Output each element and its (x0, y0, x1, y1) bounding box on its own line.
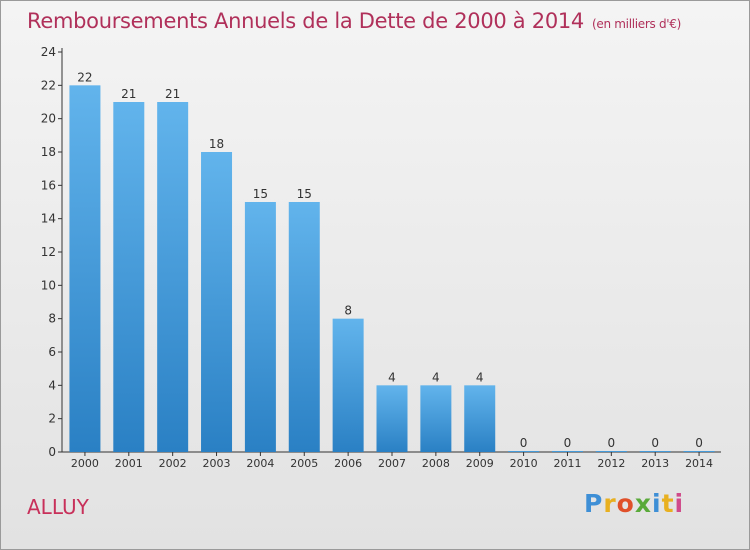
x-tick-label: 2013 (641, 457, 669, 470)
bar (508, 451, 540, 452)
chart-title: Remboursements Annuels de la Dette de 20… (27, 9, 681, 33)
x-tick-label: 2003 (203, 457, 231, 470)
y-tick-label: 0 (48, 445, 56, 459)
y-tick-label: 2 (48, 412, 56, 426)
bar-value-label: 15 (297, 187, 312, 201)
bar (420, 385, 452, 452)
y-tick-label: 10 (41, 278, 56, 292)
bar-value-label: 4 (388, 370, 396, 384)
y-tick-label: 8 (48, 312, 56, 326)
logo-letter: t (661, 489, 675, 518)
logo-letter: i (674, 489, 685, 518)
bar (157, 102, 189, 452)
bar (113, 102, 145, 452)
chart-title-text: Remboursements Annuels de la Dette de 20… (27, 9, 584, 33)
x-tick-label: 2005 (290, 457, 318, 470)
bar (683, 451, 715, 452)
bar-value-label: 0 (520, 436, 528, 450)
bar (376, 385, 408, 452)
y-tick-label: 18 (41, 145, 56, 159)
bar-value-label: 15 (253, 187, 268, 201)
bar-value-label: 0 (564, 436, 572, 450)
logo-letter: i (652, 489, 662, 518)
y-tick-label: 22 (41, 78, 56, 92)
bar-value-label: 21 (121, 87, 136, 101)
logo-letter: o (616, 489, 635, 518)
y-tick-label: 4 (48, 378, 56, 392)
bar (464, 385, 496, 452)
x-tick-label: 2010 (510, 457, 538, 470)
x-tick-label: 2014 (685, 457, 713, 470)
bar (332, 318, 364, 452)
y-tick-label: 24 (41, 45, 56, 59)
x-tick-label: 2009 (466, 457, 494, 470)
bar-value-label: 4 (432, 370, 440, 384)
x-tick-label: 2006 (334, 457, 362, 470)
y-tick-label: 20 (41, 112, 56, 126)
bar (595, 451, 627, 452)
x-tick-label: 2012 (597, 457, 625, 470)
x-tick-label: 2007 (378, 457, 406, 470)
logo-letter: x (634, 489, 652, 518)
bar (288, 202, 320, 452)
bar-value-label: 0 (608, 436, 616, 450)
bar (639, 451, 671, 452)
y-tick-label: 12 (41, 245, 56, 259)
x-tick-label: 2008 (422, 457, 450, 470)
bar-value-label: 21 (165, 87, 180, 101)
bar-value-label: 18 (209, 137, 224, 151)
bar (244, 202, 276, 452)
bar-value-label: 0 (651, 436, 659, 450)
x-tick-label: 2002 (159, 457, 187, 470)
bar-value-label: 22 (77, 70, 92, 84)
bar-value-label: 8 (344, 304, 352, 318)
y-tick-label: 6 (48, 345, 56, 359)
logo-letter: P (584, 489, 604, 518)
bar (551, 451, 583, 452)
logo-letter: r (603, 489, 617, 518)
commune-name: ALLUY (27, 495, 89, 519)
bar-value-label: 4 (476, 370, 484, 384)
y-tick-label: 14 (41, 212, 56, 226)
x-tick-label: 2011 (553, 457, 581, 470)
x-tick-label: 2000 (71, 457, 99, 470)
x-tick-label: 2001 (115, 457, 143, 470)
y-tick-label: 16 (41, 178, 56, 192)
bar (69, 85, 101, 452)
chart-unit: (en milliers d'€) (592, 17, 682, 31)
bar (201, 152, 233, 452)
x-tick-label: 2004 (246, 457, 274, 470)
bar-value-label: 0 (695, 436, 703, 450)
proxiti-logo: Proxiti (584, 489, 684, 518)
